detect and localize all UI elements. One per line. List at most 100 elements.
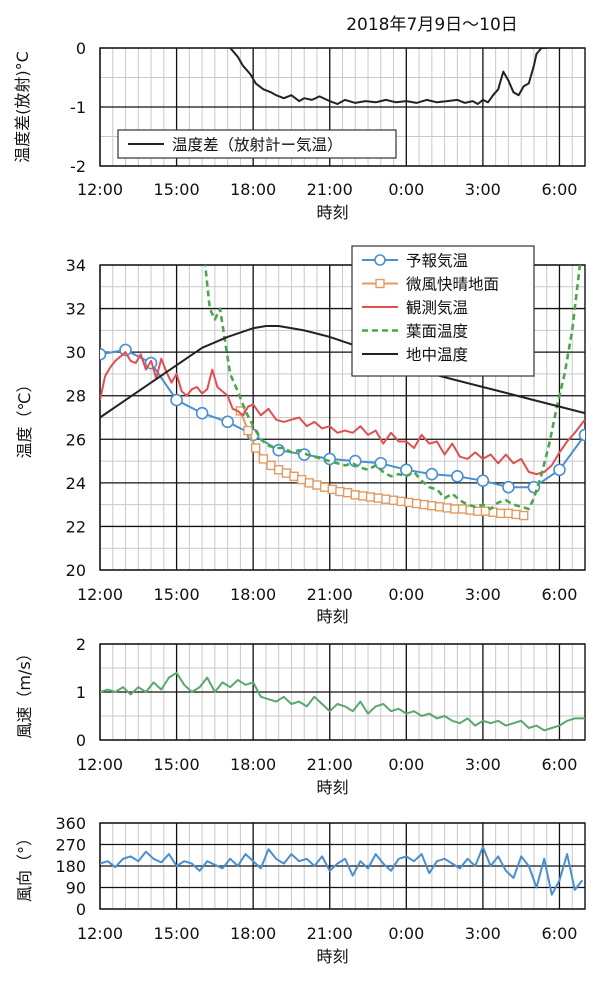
wind-dir-series-group: [100, 845, 584, 896]
temp-series-point-1: [243, 425, 253, 436]
wind-dir-y-tick-label: 180: [55, 857, 86, 876]
temp-series-point-0: [272, 443, 285, 457]
wind-speed-x-tick-label: 3:00: [465, 755, 501, 774]
temp-series-point-1: [519, 510, 529, 521]
wind-dir-x-tick-label: 6:00: [542, 924, 578, 943]
temp-series-point-1: [381, 494, 391, 504]
temp-series-point-1: [327, 484, 337, 495]
temp-series-point-0: [374, 456, 388, 470]
rad-legend: 温度差（放射計ー気温）: [117, 129, 397, 159]
temp-legend-marker: [374, 254, 386, 266]
wind-dir-x-tick-label: 12:00: [77, 924, 123, 943]
wind-dir-y-tick-label: 0: [76, 900, 86, 919]
wind-dir-series-line-0: [100, 845, 584, 896]
temp-x-axis-title: 時刻: [316, 607, 348, 626]
wind-speed-x-tick-label: 6:00: [542, 755, 578, 774]
rad-x-tick-label: 15:00: [154, 180, 200, 199]
temp-series-point-1: [350, 490, 360, 500]
rad-y-tick-label: 0: [76, 39, 86, 58]
temp-series-line-3: [203, 265, 582, 511]
temp-series-point-1: [358, 491, 368, 501]
wind-speed-y-axis-title: 風速（m/s）: [15, 645, 34, 738]
rad-legend-box: [117, 129, 397, 159]
temp-y-tick-label: 20: [66, 561, 86, 580]
temp-series-point-0: [221, 415, 234, 429]
rad-y-axis-title: 温度差(放射)°C: [13, 51, 32, 163]
wind-speed-series-line-0: [100, 671, 585, 732]
temp-series-point-1: [335, 486, 345, 497]
temp-series-point-0: [195, 406, 209, 420]
temp-series-point-0: [502, 480, 515, 494]
temp-series-point-0: [553, 463, 566, 477]
temp-x-tick-label: 21:00: [307, 585, 353, 604]
temp-series-point-1: [396, 496, 406, 507]
temp-series-point-1: [404, 497, 414, 508]
rad-plot-frame: [99, 47, 586, 167]
temp-series-point-1: [511, 509, 521, 520]
temp-x-tick-label: 6:00: [542, 585, 578, 604]
rad-x-axis-title: 時刻: [316, 203, 348, 222]
temp-y-tick-label: 26: [66, 430, 86, 449]
wind-speed-panel: 0 1 2 12:00 15:00 18:00 21:00 0:00 3:00 6:00 時刻 風速（…: [15, 635, 586, 797]
rad-x-tick-label: 3:00: [465, 180, 501, 199]
temp-series-point-1: [503, 508, 514, 519]
wind-dir-x-axis-title: 時刻: [316, 947, 348, 966]
temp-legend-label: 予報気温: [406, 252, 468, 270]
rad-x-tick-label: 6:00: [542, 180, 578, 199]
temp-series-point-0: [348, 454, 362, 468]
wind-direction-panel: 0 90 180 270 360 12:00 15:00 18:00 21:00 0:00 3:00…: [15, 814, 586, 966]
temp-series-point-1: [289, 471, 299, 482]
temp-series-point-1: [411, 498, 422, 509]
temp-series-point-1: [319, 482, 330, 492]
temp-series-point-1: [388, 495, 399, 505]
wind-speed-x-tick-label: 0:00: [388, 755, 424, 774]
temp-series-point-0: [425, 467, 439, 481]
temp-series-point-1: [427, 501, 437, 511]
wind-dir-plot-frame: [99, 822, 586, 910]
temp-legend-label: 葉面温度: [406, 323, 468, 341]
wind-dir-y-tick-label: 270: [55, 836, 86, 855]
temp-series-point-0: [170, 393, 183, 407]
chart-title: 2018年7月9日～10日: [346, 15, 518, 35]
temp-series-point-1: [496, 508, 506, 519]
rad-x-tick-label: 0:00: [388, 180, 424, 199]
temp-x-tick-label: 3:00: [465, 585, 501, 604]
rad-series-group: [229, 48, 547, 105]
wind-dir-x-tick-label: 15:00: [154, 924, 200, 943]
temp-series-point-1: [312, 480, 322, 490]
temp-series-point-0: [451, 470, 464, 483]
temp-y-axis-title: 温度（℃）: [15, 377, 34, 459]
temp-series-point-1: [266, 460, 276, 471]
wind-dir-y-tick-label: 90: [66, 879, 86, 898]
temp-series-point-1: [434, 502, 445, 512]
wind-dir-y-tick-label: 360: [55, 814, 86, 833]
temp-series-point-1: [442, 503, 452, 513]
temp-series-line-2: [100, 351, 585, 476]
temp-y-tick-label: 34: [66, 256, 86, 275]
wind-speed-x-tick-label: 12:00: [77, 755, 123, 774]
temp-series-group: [100, 265, 585, 521]
temp-legend-label: 地中温度: [406, 346, 468, 364]
temp-series-point-1: [304, 478, 315, 488]
temp-series-point-0: [119, 343, 132, 357]
wind-speed-y-tick-label: 0: [76, 731, 86, 750]
wind-speed-x-axis-title: 時刻: [316, 778, 348, 797]
wind-speed-y-tick-label: 1: [76, 683, 86, 702]
temp-legend-label: 観測気温: [406, 299, 468, 317]
temp-y-tick-label: 22: [66, 517, 86, 536]
temp-y-tick-label: 32: [66, 300, 86, 319]
rad-series-line-0: [229, 48, 547, 105]
temp-series-point-1: [296, 474, 307, 485]
temp-y-tick-label: 30: [66, 343, 86, 362]
temp-series-point-1: [473, 506, 483, 516]
temperature-panel: 20 22 24 26 28 30 32 34 12:00 15:00 18:00 21:00 0:00…: [15, 245, 586, 626]
temp-series-point-1: [251, 443, 261, 453]
temp-x-tick-label: 12:00: [77, 585, 123, 604]
temp-series-point-1: [365, 492, 376, 502]
wind-dir-y-axis-title: 風向（°）: [15, 830, 34, 902]
rad-x-tick-label: 12:00: [77, 180, 123, 199]
wind-speed-y-tick-label: 2: [76, 635, 86, 654]
temp-series-point-1: [342, 487, 353, 498]
